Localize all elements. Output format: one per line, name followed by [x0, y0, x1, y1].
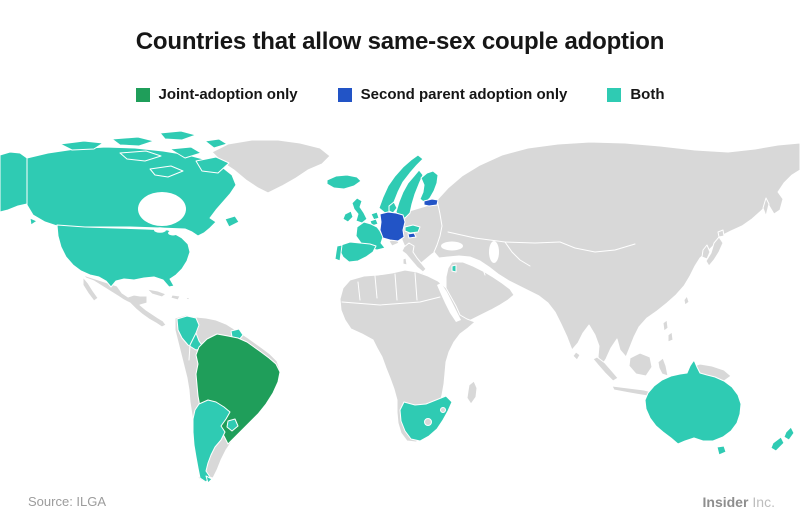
source-credit: Source: ILGA [28, 494, 107, 509]
landmass-java [611, 385, 653, 397]
legend: Joint-adoption only Second parent adopti… [0, 86, 800, 103]
hudson-bay [138, 192, 186, 226]
country-canada-island [59, 140, 104, 151]
landmass-russia-asia [433, 141, 800, 366]
country-sweden [395, 169, 424, 219]
landmass-swaziland [440, 407, 446, 413]
sea-cutouts-asia [437, 241, 499, 322]
landmass-mexico-central-america [82, 274, 167, 328]
landmass-japan [705, 236, 724, 267]
landmass-greenland [211, 139, 331, 194]
legend-item-second-parent-only: Second parent adoption only [337, 86, 568, 103]
page-title: Countries that allow same-sex couple ado… [135, 28, 665, 55]
border-sahara-2 [374, 275, 378, 299]
country-portugal [334, 244, 343, 262]
country-ireland [342, 210, 354, 223]
great-lake-east [168, 230, 178, 236]
country-canada-island [159, 130, 197, 141]
country-netherlands [370, 211, 380, 221]
border-sahara-1 [357, 281, 361, 301]
country-argentina [192, 399, 231, 483]
country-borders [188, 231, 636, 361]
landmass-borneo [628, 352, 653, 377]
country-canada-island [149, 165, 184, 178]
publisher-name: Insider [702, 494, 749, 510]
legend-label: Joint-adoption only [158, 86, 298, 103]
border-middle-east [479, 260, 486, 276]
landmass-italy [401, 242, 427, 273]
country-canada-island [195, 156, 230, 174]
legend-swatch-second-parent-only [337, 87, 352, 102]
country-vancouver-island [29, 217, 38, 226]
landmass-sulawesi [657, 357, 669, 377]
landmass-baja [82, 276, 99, 302]
border-south-america [188, 332, 197, 361]
country-argentina-tdf [205, 475, 213, 484]
sea-cutouts-america-africa [138, 192, 446, 426]
landmass-hispaniola [170, 294, 181, 301]
country-australia [644, 359, 742, 445]
country-alaska [0, 151, 28, 213]
border-sahara-4 [414, 272, 418, 301]
landmass-korea [701, 244, 711, 260]
legend-label: Second parent adoption only [360, 86, 568, 103]
colored-countries [0, 130, 795, 484]
country-germany [379, 211, 406, 242]
landmass-sri-lanka [572, 351, 581, 361]
country-canada-island [204, 138, 228, 149]
landmass-hokkaido [717, 229, 725, 238]
country-new-zealand-north [783, 426, 795, 441]
legend-item-both: Both [607, 86, 665, 103]
country-denmark [388, 201, 398, 214]
country-estonia [423, 198, 439, 207]
publisher-logo: Insider Inc. [703, 494, 775, 510]
landmass-sumatra [592, 356, 619, 382]
landmass-philippines-north [662, 319, 669, 332]
landmass-sardinia [402, 257, 408, 266]
red-sea [437, 283, 461, 322]
landmass-lesotho [424, 418, 432, 426]
landmass-puerto-rico [184, 296, 191, 301]
legend-swatch-joint-only [135, 87, 150, 102]
country-uruguay [226, 418, 239, 432]
black-sea [441, 241, 463, 251]
country-spain [339, 241, 377, 263]
country-united-kingdom [351, 197, 368, 224]
country-slovenia [407, 232, 417, 239]
country-tasmania [716, 445, 727, 456]
country-canada-island [169, 146, 202, 159]
publisher-suffix: Inc. [752, 494, 775, 510]
country-israel [451, 264, 457, 273]
landmass-madagascar [466, 380, 478, 405]
country-south-africa [399, 395, 453, 442]
border-sahara-3 [394, 273, 398, 301]
legend-swatch-both [607, 87, 622, 102]
caspian-sea [489, 241, 499, 263]
legend-item-joint-only: Joint-adoption only [135, 86, 298, 103]
border-mongolia [559, 241, 636, 253]
great-lake-west [154, 227, 166, 233]
country-new-zealand-south [770, 436, 785, 452]
border-sahel [341, 296, 441, 306]
country-canada-island [119, 150, 162, 162]
country-finland [419, 170, 439, 204]
landmass-cuba [146, 288, 167, 298]
landmass-sakhalin [762, 197, 770, 217]
country-austria [404, 224, 421, 234]
landmass-philippines-south [667, 331, 674, 343]
country-iceland [326, 174, 362, 190]
landmass-taiwan [683, 295, 690, 306]
country-newfoundland [224, 215, 240, 228]
country-canada-island [111, 136, 155, 147]
legend-label: Both [630, 86, 665, 103]
border-kazakh-china [504, 241, 531, 267]
